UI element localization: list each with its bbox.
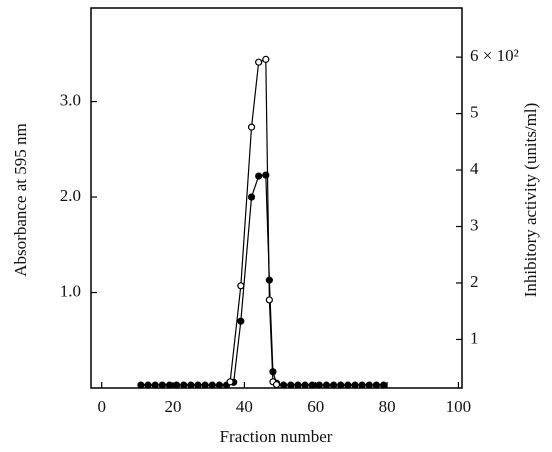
y-tick-label: 1.0 — [60, 281, 81, 300]
data-point — [215, 381, 224, 389]
data-point — [137, 381, 145, 389]
data-point — [173, 381, 181, 389]
y2-tick-label: 4 — [470, 159, 479, 178]
y2-tick-label: 1 — [470, 328, 479, 347]
y-axis-label: Absorbance at 595 nm — [11, 123, 30, 276]
data-point — [272, 381, 281, 389]
data-point — [365, 381, 373, 389]
x-tick-label: 80 — [379, 397, 396, 416]
data-point — [208, 381, 216, 389]
data-point — [158, 381, 166, 389]
x-tick-label: 100 — [446, 397, 472, 416]
data-point — [247, 193, 256, 201]
data-point — [294, 381, 302, 389]
x-tick-label: 40 — [236, 397, 253, 416]
data-point — [226, 378, 234, 386]
y2-tick-label: 2 — [470, 272, 479, 291]
x-axis-label: Fraction number — [220, 427, 333, 446]
data-point — [301, 381, 309, 389]
data-point — [280, 381, 288, 389]
data-point — [247, 123, 256, 131]
data-point — [337, 381, 345, 389]
data-point — [255, 58, 263, 66]
data-point — [144, 381, 152, 389]
y2-tick-label: 5 — [470, 102, 479, 121]
series-line — [229, 58, 277, 386]
data-point — [201, 381, 209, 389]
y-tick-label: 2.0 — [60, 186, 81, 205]
y2-axis-label: Inhibitory activity (units/ml) — [521, 103, 540, 298]
data-point — [237, 282, 245, 290]
data-point — [165, 381, 174, 389]
plot-frame — [90, 7, 463, 389]
series-line — [140, 174, 384, 386]
data-point — [255, 172, 263, 180]
data-point — [194, 381, 202, 389]
data-point — [180, 381, 188, 389]
data-point — [237, 317, 245, 325]
data-point — [358, 381, 366, 389]
x-tick-label: 60 — [307, 397, 324, 416]
data-point — [351, 381, 359, 389]
data-point — [322, 381, 331, 389]
data-point — [151, 381, 159, 389]
y2-tick-label: 3 — [470, 215, 479, 234]
data-point — [287, 381, 295, 389]
data-point — [187, 381, 195, 389]
data-point — [372, 381, 380, 389]
data-point — [379, 381, 388, 389]
data-point — [308, 381, 316, 389]
data-point — [344, 381, 352, 389]
x-tick-label: 20 — [165, 397, 182, 416]
data-point — [262, 55, 270, 63]
data-point — [265, 296, 273, 304]
y-tick-label: 3.0 — [60, 90, 81, 109]
data-point — [329, 381, 338, 389]
x-tick-label: 0 — [97, 397, 106, 416]
data-point — [315, 381, 323, 389]
y2-tick-label: 6 × 10² — [470, 46, 519, 65]
